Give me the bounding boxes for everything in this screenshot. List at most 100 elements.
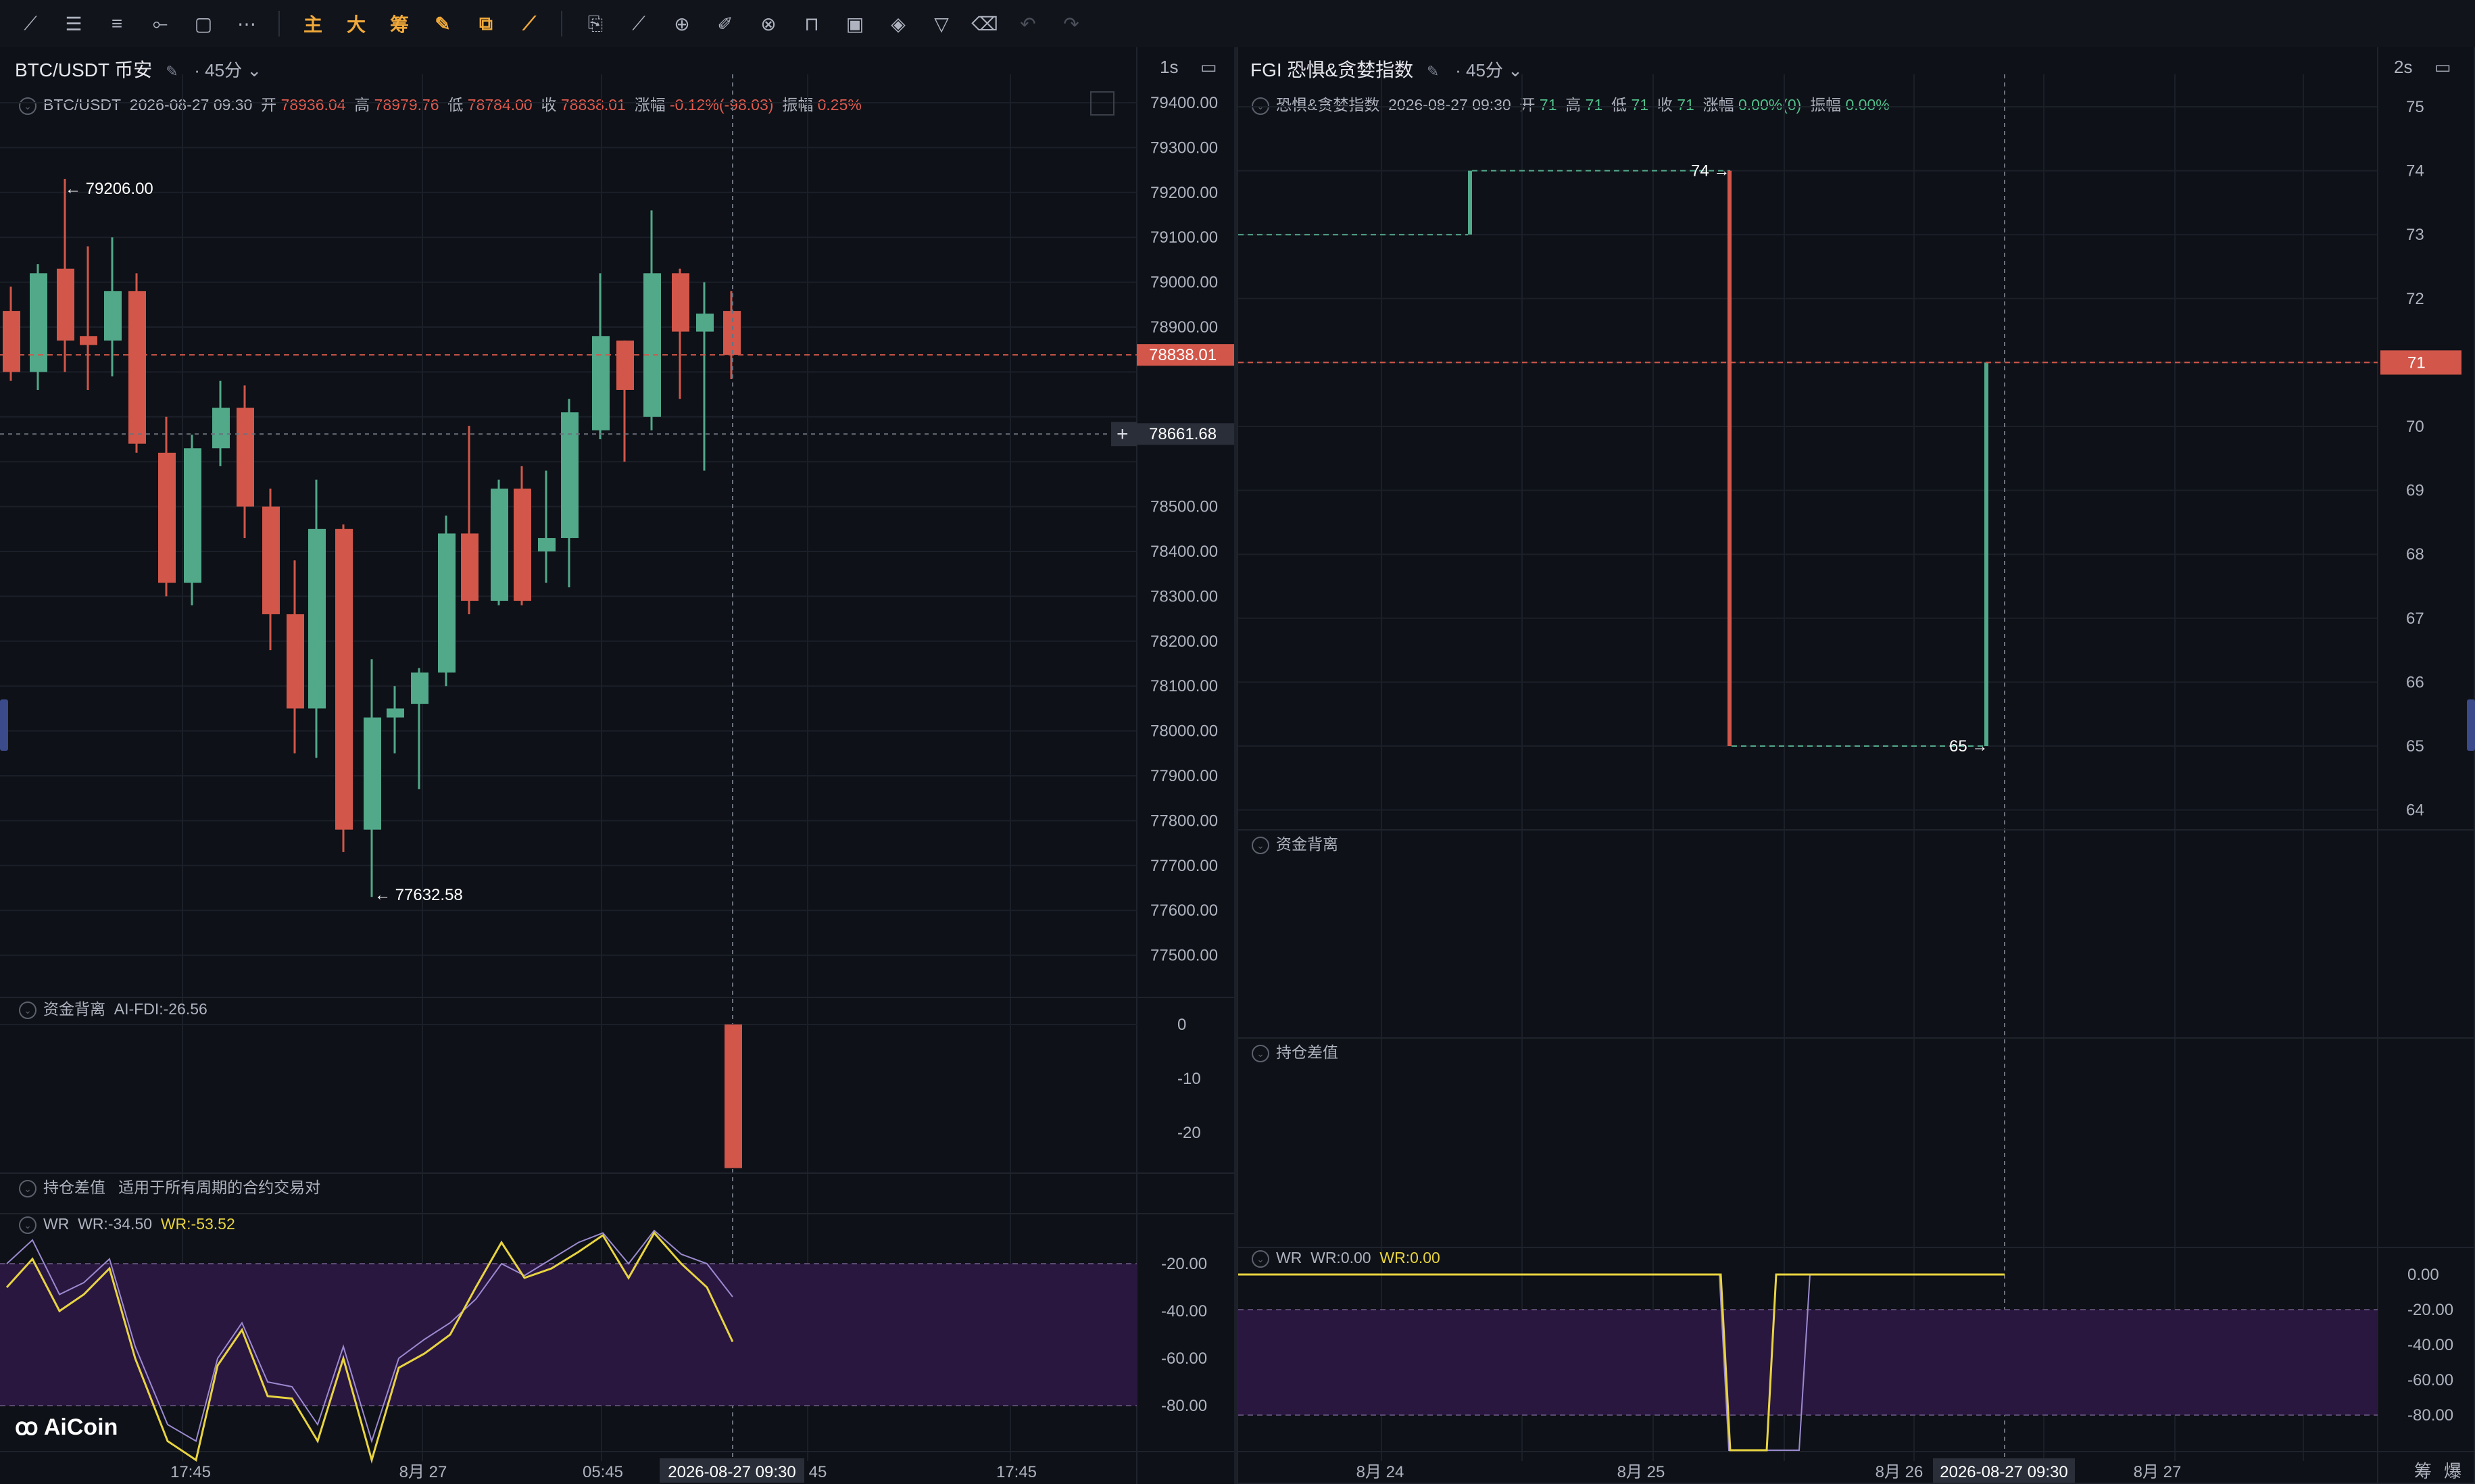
refresh-rate: 2s (2394, 57, 2413, 77)
aicoin-logo: ꝏ AiCoin (15, 1414, 118, 1440)
collapse-icon[interactable]: ⌄ (1252, 97, 1269, 115)
fgi-step-chart[interactable]: 75 74 73 72 70 69 68 67 66 65 64 74 → 65 → 71 0.00 -20.… (1238, 47, 2474, 1484)
symbol-title[interactable]: FGI 恐惧&贪婪指数 (1250, 59, 1414, 80)
crosshair-time-value: 2026-08-27 09:30 (668, 1463, 796, 1481)
candle-body (308, 528, 326, 709)
save-icon[interactable]: ▣ (846, 13, 864, 34)
timeframe-select[interactable]: · 45分 ⌄ (194, 60, 262, 80)
candle-body (411, 672, 428, 704)
chart-title: BTC/USDT 币安 ✎ · 45分 ⌄ (15, 55, 262, 82)
value-tick-label: 68 (2406, 545, 2424, 564)
refresh-rate: 1s (1160, 57, 1179, 77)
candle-body (212, 407, 230, 449)
candle-body (184, 448, 201, 583)
fdi-tick-label: 0 (1177, 1016, 1186, 1034)
candle-body (592, 336, 610, 430)
collapse-icon[interactable]: ⌄ (19, 1001, 36, 1019)
chip-button[interactable]: 筹 (389, 14, 409, 35)
candle-body (672, 273, 689, 332)
candle-body (538, 538, 556, 551)
timeframe-select[interactable]: · 45分 ⌄ (1455, 60, 1523, 80)
redo-icon[interactable]: ↷ (1063, 13, 1079, 34)
wr-tick-label: -60.00 (2407, 1371, 2453, 1389)
candle-body (491, 489, 508, 601)
edit-icon[interactable]: ✎ (1426, 63, 1440, 80)
edit-icon[interactable]: ✎ (166, 63, 178, 80)
value-tick-label: 73 (2406, 226, 2424, 244)
rectangle-icon[interactable]: ▢ (194, 13, 213, 34)
parallel-lines-icon[interactable]: ☰ (65, 13, 82, 34)
undo-icon[interactable]: ↶ (1020, 13, 1036, 34)
candle-body (616, 340, 634, 390)
value-tick-label: 66 (2406, 673, 2424, 691)
ohlc-legend: ⌄ BTC/USDT 2026-08-27 09:30 开 78936.04 高 … (19, 92, 862, 115)
price-tick-label: 78000.00 (1150, 722, 1218, 741)
value-tick-label: 70 (2406, 418, 2424, 436)
crosshair-price-value: 78661.68 (1149, 425, 1217, 443)
wr-tick-label: -20.00 (2407, 1301, 2453, 1319)
wr-tick-label: -80.00 (1161, 1397, 1207, 1415)
left-collapse-tab[interactable] (0, 699, 8, 751)
value-tick-label: 74 (2406, 162, 2424, 180)
link-icon[interactable]: ⊗ (760, 13, 777, 34)
expand-icon (1090, 91, 1114, 116)
fdi-tick-label: -10 (1177, 1070, 1201, 1088)
collapse-icon[interactable]: ⌄ (1252, 1044, 1269, 1062)
collapse-icon[interactable]: ⌄ (19, 1179, 36, 1197)
crosshair-add-button (1111, 422, 1137, 447)
price-tick-label: 77900.00 (1150, 767, 1218, 785)
value-tick-label: 65 (2406, 737, 2424, 756)
candle-body (696, 314, 714, 332)
settings-icon[interactable]: ◈ (891, 13, 906, 34)
low-marker: 65 → (1949, 737, 1988, 756)
path-icon[interactable]: ⋯ (237, 13, 256, 34)
last-price-tag (1137, 344, 1234, 366)
drawing-toolbar: ⟋ ☰ ≡ ⟜ ▢ ⋯ 主 大 筹 ✎ ⧉ ⟋ ⎘ ⟋ ⊕ ✐ ⊗ ⊓ ▣ ◈ … (0, 0, 2475, 49)
panel-divider[interactable] (1234, 47, 1237, 1484)
trash-icon[interactable]: ⌫ (971, 13, 998, 34)
fullscreen-icon[interactable]: ▭ (1200, 57, 1217, 77)
big-order-button[interactable]: 大 (346, 14, 366, 35)
edit-icon[interactable]: ✎ (435, 13, 451, 34)
filter-icon[interactable]: ▽ (934, 13, 949, 34)
price-tick-label: 78900.00 (1150, 318, 1218, 337)
lock-icon[interactable]: ⊓ (804, 13, 819, 34)
candle-body (438, 533, 456, 673)
horizontal-lines-icon[interactable]: ≡ (111, 13, 123, 34)
zoom-in-icon[interactable]: ⊕ (674, 13, 690, 34)
fdi-legend: ⌄ 资金背离 (1252, 831, 1338, 854)
symbol-title[interactable]: BTC/USDT 币安 (15, 59, 153, 80)
liquidation-label: 爆 (2444, 1461, 2461, 1481)
candle-body (57, 268, 74, 341)
wr-line-primary (1238, 1273, 2005, 1452)
btc-chart-panel: BTC/USDT 币安 ✎ · 45分 ⌄ 1s ▭ ⌄ BTC/USDT 202… (0, 47, 1234, 1484)
oi-legend: ⌄ 持仓差值 (1252, 1039, 1338, 1062)
copy-icon[interactable]: ⎘ (587, 12, 604, 34)
fullscreen-icon[interactable]: ▭ (2434, 57, 2451, 77)
collapse-icon[interactable]: ⌄ (19, 1216, 36, 1234)
candle-body (237, 407, 254, 507)
candle-body (364, 717, 381, 830)
time-tick-label: 17:45 (996, 1463, 1037, 1481)
ray-icon[interactable]: ⟜ (152, 12, 168, 34)
copy-layout-icon[interactable]: ⧉ (479, 12, 493, 34)
trend-line-icon[interactable]: ⟋ (24, 12, 37, 34)
brush-icon[interactable]: ✐ (717, 13, 733, 34)
main-indicator-button[interactable]: 主 (303, 14, 322, 35)
measure-icon[interactable]: ⟋ (522, 12, 536, 34)
collapse-icon[interactable]: ⌄ (1252, 1250, 1269, 1268)
crosshair-price-tag (1137, 423, 1234, 445)
high-marker: 74 → (1691, 162, 1730, 180)
candle-body (30, 273, 47, 372)
price-tick-label: 77800.00 (1150, 812, 1218, 830)
ohlc-legend: ⌄ 恐惧&贪婪指数 2026-08-27 09:30 开 71 高 71 低 71… (1252, 92, 1890, 115)
candle-body (643, 273, 661, 417)
price-tick-label: 79000.00 (1150, 274, 1218, 292)
btc-candlestick-chart[interactable]: 79400.00 79300.00 79200.00 79100.00 79000.00… (0, 47, 1234, 1484)
ruler-icon[interactable]: ⟋ (632, 12, 645, 34)
price-tick-label: 78500.00 (1150, 498, 1218, 516)
price-tick-label: 79400.00 (1150, 94, 1218, 112)
right-collapse-tab[interactable] (2467, 699, 2475, 751)
collapse-icon[interactable]: ⌄ (19, 97, 36, 115)
collapse-icon[interactable]: ⌄ (1252, 836, 1269, 854)
